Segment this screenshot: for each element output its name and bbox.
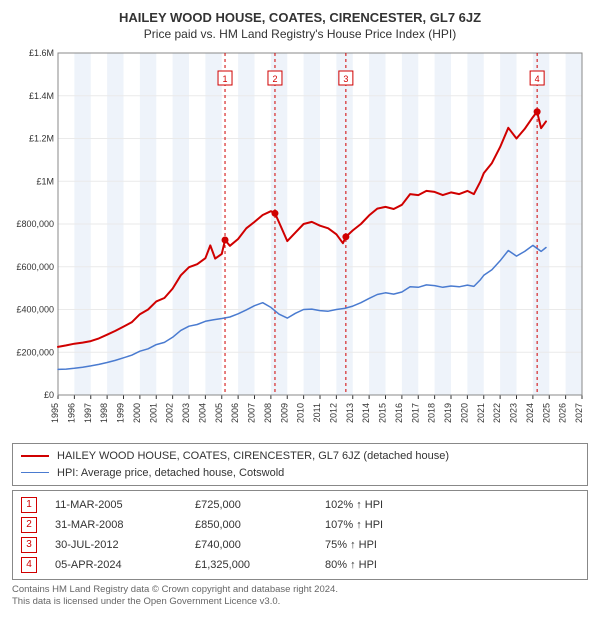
footnote-line2: This data is licensed under the Open Gov… [12,596,588,608]
sale-price: £740,000 [195,539,325,551]
table-row: 2 31-MAR-2008£850,000107% ↑ HPI [21,515,579,535]
svg-text:2011: 2011 [312,403,322,422]
svg-text:2010: 2010 [296,403,306,423]
sale-marker: 3 [21,537,37,553]
svg-text:4: 4 [535,74,540,84]
svg-text:1: 1 [223,74,228,84]
svg-text:£1.6M: £1.6M [29,48,54,58]
svg-text:2015: 2015 [378,403,388,423]
svg-text:2027: 2027 [574,403,584,423]
sale-pct: 102% ↑ HPI [325,499,579,511]
svg-text:2004: 2004 [197,403,207,423]
page-title: HAILEY WOOD HOUSE, COATES, CIRENCESTER, … [12,10,588,25]
sale-pct: 107% ↑ HPI [325,519,579,531]
page-subtitle: Price paid vs. HM Land Registry's House … [12,27,588,41]
svg-text:£800,000: £800,000 [16,219,54,229]
svg-text:2008: 2008 [263,403,273,423]
svg-text:2009: 2009 [279,403,289,423]
svg-text:£1.4M: £1.4M [29,91,54,101]
svg-text:2012: 2012 [328,403,338,423]
chart-svg: £0 £200,000 £400,000 £600,000 £800,000 £1M £1.… [12,47,588,437]
svg-text:£1M: £1M [36,176,54,186]
legend-label: HAILEY WOOD HOUSE, COATES, CIRENCESTER, … [57,448,449,465]
price-chart: £0 £200,000 £400,000 £600,000 £800,000 £1M £1.… [12,47,588,437]
svg-text:2024: 2024 [525,403,535,423]
svg-text:2002: 2002 [165,403,175,423]
svg-text:2019: 2019 [443,403,453,423]
table-row: 4 05-APR-2024£1,325,00080% ↑ HPI [21,555,579,575]
svg-text:2016: 2016 [394,403,404,423]
svg-text:2022: 2022 [492,403,502,423]
svg-text:2026: 2026 [558,403,568,423]
svg-text:3: 3 [343,74,348,84]
svg-text:1997: 1997 [83,403,93,423]
legend-swatch [21,472,49,473]
svg-text:2020: 2020 [459,403,469,423]
footnote-line1: Contains HM Land Registry data © Crown c… [12,584,588,596]
svg-text:2000: 2000 [132,403,142,423]
sale-date: 30-JUL-2012 [55,539,195,551]
svg-text:2: 2 [272,74,277,84]
svg-text:£200,000: £200,000 [16,347,54,357]
svg-text:2014: 2014 [361,403,371,423]
svg-text:£0: £0 [44,390,54,400]
table-row: 1 11-MAR-2005£725,000102% ↑ HPI [21,495,579,515]
sale-marker: 4 [21,557,37,573]
legend-swatch [21,455,49,457]
svg-text:2005: 2005 [214,403,224,423]
footnote: Contains HM Land Registry data © Crown c… [12,584,588,609]
svg-text:2006: 2006 [230,403,240,423]
svg-text:1999: 1999 [116,403,126,423]
sale-date: 11-MAR-2005 [55,499,195,511]
svg-text:2021: 2021 [476,403,486,423]
svg-text:£1.2M: £1.2M [29,134,54,144]
svg-text:2007: 2007 [247,403,257,423]
sales-table: 1 11-MAR-2005£725,000102% ↑ HPI 2 31-MAR-20… [12,490,588,580]
sale-pct: 80% ↑ HPI [325,559,579,571]
svg-text:2018: 2018 [427,403,437,423]
svg-text:1998: 1998 [99,403,109,423]
svg-text:2023: 2023 [509,403,519,423]
sale-pct: 75% ↑ HPI [325,539,579,551]
table-row: 3 30-JUL-2012£740,00075% ↑ HPI [21,535,579,555]
svg-text:£400,000: £400,000 [16,305,54,315]
svg-text:£600,000: £600,000 [16,262,54,272]
sale-marker: 2 [21,517,37,533]
sale-date: 31-MAR-2008 [55,519,195,531]
sale-price: £850,000 [195,519,325,531]
sale-marker: 1 [21,497,37,513]
svg-text:2025: 2025 [541,403,551,423]
sale-price: £725,000 [195,499,325,511]
legend-item: HPI: Average price, detached house, Cots… [21,465,579,482]
legend-label: HPI: Average price, detached house, Cots… [57,465,284,482]
svg-text:1996: 1996 [66,403,76,423]
legend-item: HAILEY WOOD HOUSE, COATES, CIRENCESTER, … [21,448,579,465]
svg-text:2017: 2017 [410,403,420,423]
svg-text:2013: 2013 [345,403,355,423]
svg-text:2001: 2001 [148,403,158,423]
legend: HAILEY WOOD HOUSE, COATES, CIRENCESTER, … [12,443,588,486]
sale-price: £1,325,000 [195,559,325,571]
svg-text:1995: 1995 [50,403,60,423]
sale-date: 05-APR-2024 [55,559,195,571]
svg-text:2003: 2003 [181,403,191,423]
